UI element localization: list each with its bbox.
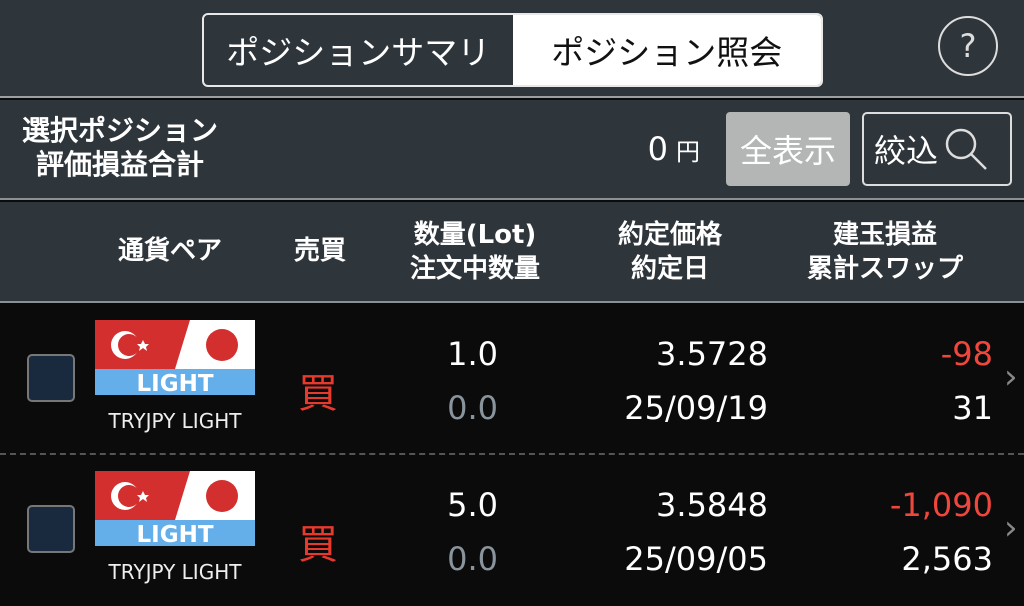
- summary-label: 選択ポジション 評価損益合計: [22, 114, 218, 182]
- filter-button[interactable]: 絞込: [862, 112, 1012, 186]
- help-icon[interactable]: ?: [938, 16, 998, 76]
- col-price-line2: 約定日: [630, 254, 709, 284]
- col-pnl: 建玉損益累計スワップ: [785, 218, 985, 286]
- col-pnl-line2: 累計スワップ: [806, 254, 963, 284]
- pair-name: TRYJPY LIGHT: [108, 560, 242, 584]
- chevron-right-icon[interactable]: ›: [1004, 357, 1018, 397]
- top-bar: ポジションサマリ ポジション照会 ?: [0, 0, 1024, 98]
- col-qty-line2: 注文中数量: [409, 254, 540, 284]
- table-header: 通貨ペア 売買 数量(Lot) 注文中数量 約定価格約定日 建玉損益累計スワップ: [0, 202, 1024, 303]
- show-all-button[interactable]: 全表示: [726, 112, 850, 186]
- summary-unit: 円: [676, 138, 700, 166]
- summary-bar: 選択ポジション 評価損益合計 0 円 全表示 絞込: [0, 100, 1024, 200]
- execution-price: 3.5848: [656, 486, 768, 524]
- filter-label: 絞込: [874, 132, 939, 170]
- cumulative-swap: 2,563: [901, 540, 993, 578]
- pending-quantity: 0.0: [447, 540, 498, 578]
- row-checkbox[interactable]: [27, 505, 75, 553]
- chevron-right-icon[interactable]: ›: [1004, 508, 1018, 548]
- cumulative-swap: 31: [952, 389, 993, 427]
- search-icon: [945, 128, 987, 170]
- execution-price: 3.5728: [656, 335, 768, 373]
- position-row[interactable]: LIGHT TRYJPY LIGHT 買 1.0 0.0 3.5728 25/0…: [0, 305, 1024, 455]
- pending-quantity: 0.0: [447, 389, 498, 427]
- view-segmented-control: ポジションサマリ ポジション照会: [202, 13, 823, 87]
- execution-date: 25/09/19: [624, 389, 768, 427]
- summary-label-line2: 評価損益合計: [36, 148, 205, 181]
- col-qty-line1: 数量(Lot): [413, 220, 537, 250]
- light-badge: LIGHT: [136, 522, 213, 546]
- col-price-line1: 約定価格: [617, 220, 722, 250]
- tryjpy-flag-icon: LIGHT: [95, 320, 255, 395]
- col-pnl-line1: 建玉損益: [832, 220, 937, 250]
- pair-name: TRYJPY LIGHT: [108, 409, 242, 433]
- col-pair: 通貨ペア: [117, 236, 222, 266]
- tryjpy-flag-icon: LIGHT: [95, 471, 255, 546]
- tab-position-summary[interactable]: ポジションサマリ: [226, 33, 491, 72]
- quantity: 1.0: [447, 335, 498, 373]
- position-row[interactable]: LIGHT TRYJPY LIGHT 買 5.0 0.0 3.5848 25/0…: [0, 456, 1024, 606]
- side-label: 買: [298, 522, 338, 568]
- execution-date: 25/09/05: [624, 540, 768, 578]
- quantity: 5.0: [447, 486, 498, 524]
- tab-position-inquiry[interactable]: ポジション照会: [512, 15, 821, 85]
- col-price: 約定価格 約定日: [595, 218, 745, 286]
- position-pnl: -1,090: [889, 486, 993, 524]
- col-side: 売買: [293, 236, 346, 266]
- side-label: 買: [298, 371, 338, 417]
- row-checkbox[interactable]: [27, 354, 75, 402]
- light-badge: LIGHT: [136, 371, 213, 395]
- summary-label-line1: 選択ポジション: [22, 114, 219, 147]
- summary-value: 0: [647, 130, 668, 168]
- position-pnl: -98: [940, 335, 993, 373]
- summary-total: 0 円: [648, 130, 700, 168]
- col-qty: 数量(Lot) 注文中数量: [390, 218, 560, 286]
